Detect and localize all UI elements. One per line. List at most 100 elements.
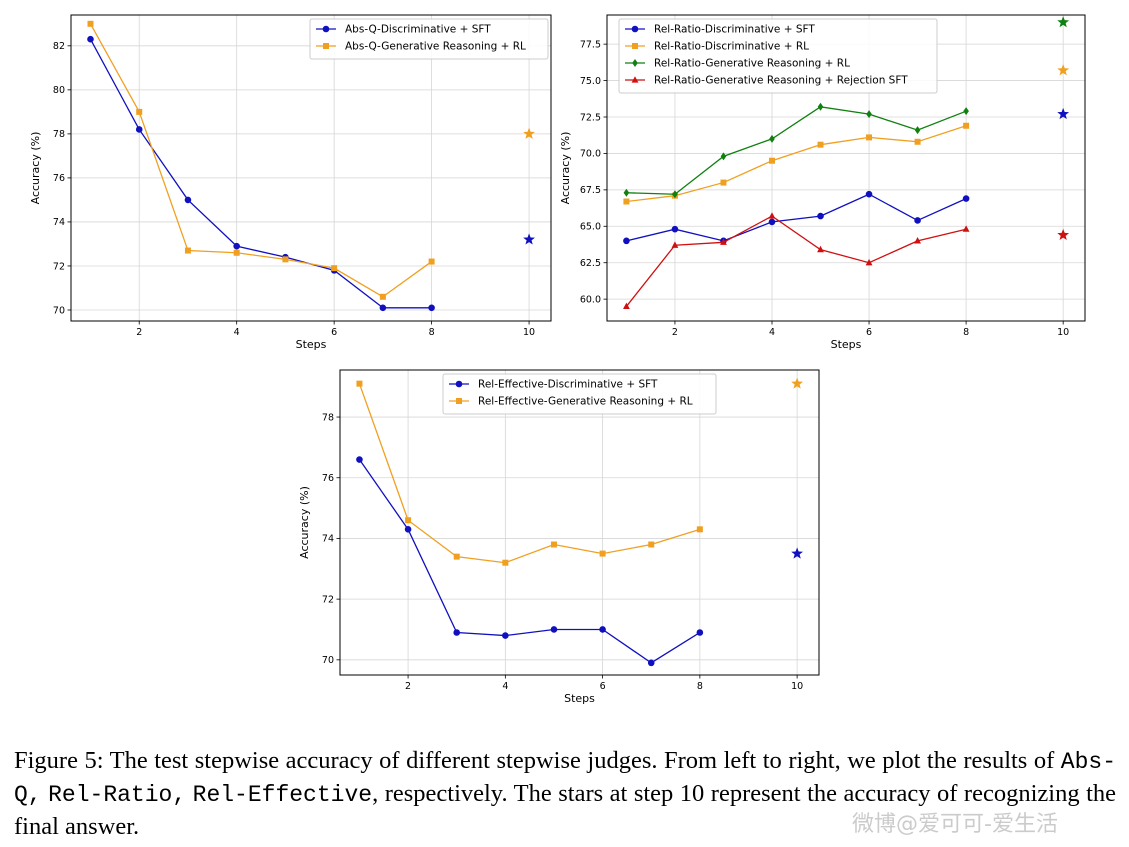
data-point [404, 526, 412, 533]
legend-label: Rel-Effective-Generative Reasoning + RL [478, 396, 693, 408]
data-point [866, 134, 873, 141]
x-tick-label: 4 [234, 327, 240, 338]
data-point [356, 380, 363, 387]
data-point [817, 212, 824, 220]
data-point [768, 157, 775, 164]
final-answer-star [791, 547, 804, 559]
series-2 [356, 380, 703, 566]
y-tick-label: 60.0 [580, 294, 601, 305]
y-tick-label: 80 [53, 85, 65, 96]
data-point [282, 256, 289, 263]
x-tick-label: 10 [1057, 327, 1069, 338]
data-point [817, 102, 824, 111]
x-axis-label: Steps [831, 338, 862, 351]
data-point [647, 659, 655, 667]
chart-2: 2 4 6 8 10 60.0 62.5 65.0 67.5 70.0 72.5 75.0 77.5 St… [559, 14, 1086, 351]
x-tick-label: 2 [136, 327, 142, 338]
data-point [379, 293, 386, 300]
final-answer-star [1057, 16, 1070, 28]
y-tick-label: 74 [53, 217, 65, 228]
data-point [87, 35, 94, 43]
legend-marker [322, 25, 330, 33]
data-point [914, 217, 921, 224]
final-answer-star [1057, 107, 1070, 120]
x-tick-label: 6 [331, 327, 337, 338]
data-point [817, 245, 824, 253]
series-line [89, 38, 432, 309]
y-tick-label: 70 [322, 655, 334, 666]
data-point [428, 258, 435, 265]
data-point [696, 629, 704, 636]
data-point [769, 134, 775, 143]
series-2 [87, 20, 435, 300]
plot-frame [70, 14, 552, 322]
series-4 [623, 212, 970, 310]
series-line [358, 459, 701, 664]
y-axis-label: Accuracy (%) [29, 132, 42, 205]
data-point [962, 225, 970, 232]
y-tick-label: 70.0 [580, 149, 601, 160]
data-point [599, 550, 606, 557]
data-point [623, 302, 630, 310]
y-tick-label: 67.5 [580, 185, 601, 196]
series-line [626, 193, 967, 242]
data-point [963, 107, 969, 116]
x-tick-label: 8 [963, 327, 969, 338]
y-axis-label: Accuracy (%) [298, 486, 311, 559]
legend-label: Rel-Effective-Discriminative + SFT [478, 379, 658, 391]
caption-method-rel-effective: Rel-Effective [192, 782, 373, 808]
data-point [623, 198, 630, 205]
data-point [623, 188, 630, 197]
legend-marker [323, 43, 329, 49]
series-line [625, 215, 967, 307]
data-point [331, 265, 338, 272]
legend: Abs-Q-Discriminative + SFT Abs-Q-Generati… [309, 18, 549, 60]
x-tick-label: 2 [672, 327, 678, 338]
x-tick-label: 6 [600, 681, 606, 692]
legend-marker [631, 25, 639, 33]
data-point [817, 141, 824, 148]
final-answer-star [523, 233, 535, 245]
data-point [962, 195, 970, 202]
data-point [865, 258, 873, 266]
y-tick-label: 78 [53, 129, 65, 140]
legend-label: Abs-Q-Generative Reasoning + RL [345, 41, 526, 53]
data-point [453, 629, 461, 636]
final-answer-star [523, 127, 535, 139]
data-point [768, 218, 776, 226]
legend-box [309, 18, 549, 60]
data-point [233, 242, 240, 250]
chart-1: 2 4 6 8 10 70 72 74 76 78 80 82 Steps Accuracy (%) Abs… [29, 14, 552, 351]
legend-marker [632, 59, 638, 67]
plot-frame [606, 14, 1086, 322]
legend: Rel-Ratio-Discriminative + SFT Rel-Ratio-… [618, 18, 938, 94]
legend-box [618, 18, 938, 94]
data-point [233, 249, 240, 256]
legend-label: Rel-Ratio-Generative Reasoning + RL [654, 58, 850, 70]
data-point [720, 152, 727, 161]
x-axis-label: Steps [296, 338, 327, 351]
data-point [720, 238, 727, 245]
y-tick-label: 78 [322, 412, 334, 423]
x-tick-label: 8 [697, 681, 703, 692]
y-tick-label: 72 [53, 261, 65, 272]
figure-caption: Figure 5: The test stepwise accuracy of … [14, 745, 1116, 842]
plot-frame [339, 369, 820, 676]
x-tick-label: 4 [769, 327, 775, 338]
legend-label: Rel-Ratio-Discriminative + SFT [654, 24, 815, 36]
data-point [184, 247, 191, 254]
data-point [87, 20, 94, 27]
y-tick-label: 82 [53, 41, 65, 52]
caption-method-abs-q: Abs-Q, [14, 749, 1117, 808]
x-tick-label: 10 [523, 327, 535, 338]
watermark-text: 微博@爱可可-爱生活 [852, 812, 1058, 837]
legend-box [442, 373, 717, 415]
series-line [626, 125, 967, 203]
data-point [453, 553, 460, 560]
data-point [550, 541, 557, 548]
series-line [89, 23, 432, 298]
legend-label: Rel-Ratio-Generative Reasoning + Rejecti… [654, 75, 908, 87]
y-tick-label: 70 [53, 305, 65, 316]
x-axis-label: Steps [564, 692, 595, 705]
